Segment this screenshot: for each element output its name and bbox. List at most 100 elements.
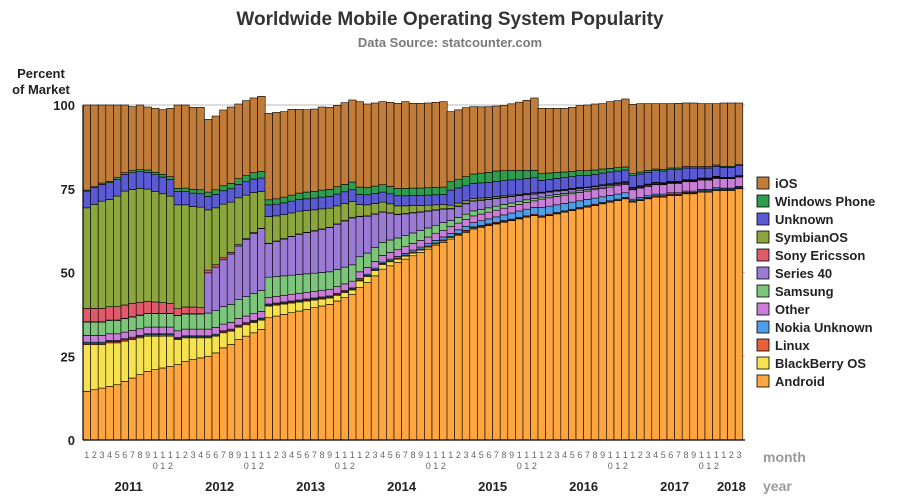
- y-axis-title-line1: Percent: [17, 66, 65, 81]
- bar-segment: [643, 172, 653, 185]
- bar-segment: [249, 332, 258, 441]
- bar-segment: [378, 255, 387, 263]
- bar-segment: [590, 205, 600, 441]
- bar-segment: [727, 102, 736, 167]
- bar-segment: [598, 168, 607, 174]
- bar-segment: [499, 197, 509, 205]
- bar-segment: [166, 176, 175, 180]
- month-tick-label: 4: [198, 450, 203, 460]
- bar-segment: [477, 197, 486, 201]
- bar-segment: [158, 109, 167, 175]
- bar-segment: [219, 185, 228, 192]
- bar-segment: [204, 328, 213, 337]
- bar-segment: [272, 215, 281, 242]
- bar-segment: [302, 273, 311, 293]
- bar-segment: [537, 173, 546, 181]
- month-tick-label: 4: [562, 450, 567, 460]
- bar-segment: [416, 187, 425, 196]
- bar-segment: [211, 115, 220, 191]
- bar-segment: [188, 306, 198, 314]
- bar-segment: [598, 172, 607, 186]
- bar-segment: [181, 337, 190, 362]
- bar-segment: [522, 202, 531, 210]
- bar-segment: [606, 101, 615, 169]
- bar-segment: [143, 106, 152, 171]
- bar-segment: [340, 184, 349, 193]
- bar-segment: [583, 170, 592, 176]
- bar-segment: [378, 184, 387, 193]
- bar-segment: [545, 215, 554, 441]
- bar-segment: [272, 112, 281, 200]
- month-tick-label: 9: [691, 450, 696, 460]
- bar-segment: [166, 335, 175, 367]
- bar-segment: [113, 306, 122, 321]
- bar-segment: [477, 182, 486, 199]
- bar-segment: [279, 111, 289, 198]
- bar-segment: [234, 103, 243, 179]
- bar-segment: [636, 200, 645, 441]
- month-tick-label: 6: [122, 450, 127, 460]
- bar-segment: [97, 344, 107, 389]
- legend-swatch: [756, 230, 770, 244]
- legend-label: Other: [775, 302, 810, 317]
- bar-segment: [416, 205, 425, 213]
- bar-segment: [469, 210, 478, 217]
- legend-label: Android: [775, 374, 825, 389]
- bar-segment: [113, 195, 122, 307]
- bar-segment: [393, 262, 402, 441]
- bar-segment: [704, 167, 713, 179]
- month-tick-label: 2: [350, 461, 355, 471]
- bar-segment: [378, 211, 387, 243]
- bar-segment: [97, 387, 107, 441]
- bar-segment: [173, 104, 182, 189]
- bar-segment: [166, 195, 175, 304]
- bar-segment: [226, 201, 236, 253]
- bar-segment: [219, 306, 228, 325]
- bar-segment: [431, 187, 440, 196]
- bar-segment: [492, 198, 501, 207]
- bar-segment: [302, 210, 311, 233]
- bar-segment: [196, 328, 205, 337]
- bar-segment: [173, 315, 182, 332]
- bar-segment: [204, 209, 213, 271]
- bar-segment: [363, 267, 372, 275]
- bar-segment: [575, 200, 584, 208]
- bar-segment: [82, 207, 91, 309]
- month-tick-label: 7: [494, 450, 499, 460]
- bar-segment: [310, 209, 319, 231]
- bar-segment: [530, 97, 539, 171]
- bar-segment: [477, 172, 486, 184]
- bar-segment: [105, 320, 114, 335]
- bar-segment: [522, 178, 531, 194]
- month-tick-label: 1: [706, 450, 711, 460]
- bar-segment: [560, 190, 569, 194]
- bar-segment: [583, 187, 592, 191]
- bar-segment: [166, 179, 175, 197]
- bar-segment: [484, 225, 493, 441]
- bar-segment: [90, 344, 99, 391]
- bar-segment: [173, 364, 182, 441]
- bar-segment: [552, 204, 562, 213]
- bar-segment: [416, 249, 425, 253]
- month-tick-label: 1: [160, 461, 165, 471]
- bar-segment: [272, 315, 281, 441]
- month-tick-label: 1: [266, 450, 271, 460]
- bar-segment: [264, 296, 273, 305]
- bar-segment: [128, 106, 137, 171]
- bar-segment: [242, 175, 251, 183]
- month-tick-label: 8: [319, 450, 324, 460]
- bar-segment: [370, 193, 380, 204]
- bar-segment: [302, 232, 311, 275]
- bar-segment: [363, 252, 372, 268]
- bar-segment: [552, 196, 562, 206]
- legend-swatch: [756, 248, 770, 262]
- month-tick-label: 9: [236, 450, 241, 460]
- bar-segment: [295, 199, 304, 212]
- bar-segment: [393, 214, 402, 239]
- bar-segment: [188, 192, 198, 207]
- bar-segment: [257, 177, 266, 192]
- bar-segment: [643, 170, 653, 173]
- bar-segment: [598, 203, 607, 441]
- bar-segment: [340, 203, 349, 221]
- bar-segment: [439, 242, 448, 441]
